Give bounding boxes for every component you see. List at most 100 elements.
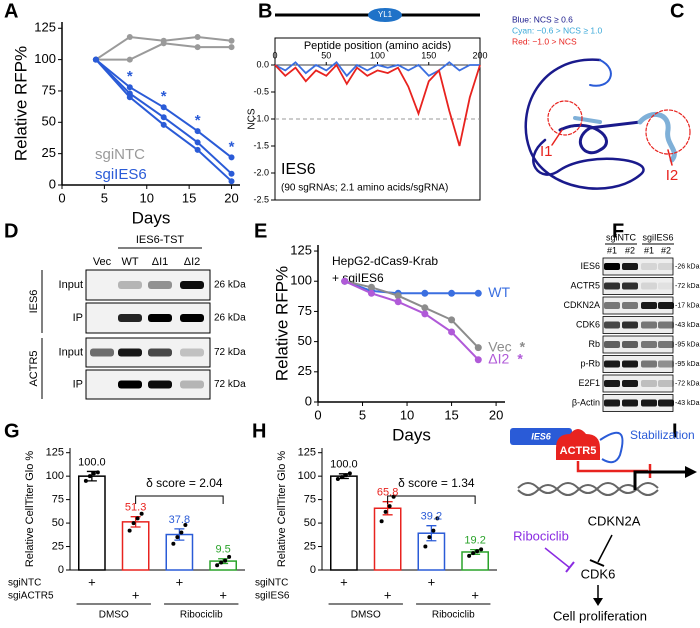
annotation: δ score = 1.34 bbox=[398, 476, 475, 490]
data-point bbox=[394, 292, 402, 300]
y-axis-label: Relative CellTiter Glo % bbox=[276, 451, 288, 568]
size-label: -43 kDa bbox=[675, 400, 700, 407]
construct-label: IES6-TST bbox=[136, 234, 185, 246]
x-tick-label: 5 bbox=[359, 407, 366, 422]
size-label: 26 kDa bbox=[214, 280, 246, 291]
size-label: -26 kDa bbox=[675, 263, 700, 270]
panel-letter: E bbox=[254, 220, 267, 242]
error-bar bbox=[130, 516, 141, 528]
band bbox=[604, 282, 620, 290]
condition-mark: + bbox=[384, 587, 392, 602]
value-label: 100.0 bbox=[78, 456, 106, 468]
band bbox=[180, 314, 204, 322]
panel-letter: F bbox=[612, 220, 624, 242]
replicate-point bbox=[183, 522, 188, 527]
lane-label: #2 bbox=[625, 245, 635, 255]
value-label: 39.2 bbox=[421, 511, 442, 523]
diagram-label: CDK6 bbox=[581, 566, 616, 581]
band bbox=[641, 282, 657, 290]
y-tick-label: 25 bbox=[298, 363, 312, 378]
legend-label: sgiNTC bbox=[95, 146, 145, 163]
band bbox=[90, 348, 114, 357]
lane-label: #2 bbox=[661, 245, 671, 255]
panel-letter: D bbox=[4, 220, 18, 242]
band bbox=[641, 380, 657, 387]
data-point bbox=[92, 56, 99, 63]
condition-mark: + bbox=[176, 574, 184, 589]
value-label: 51.3 bbox=[125, 502, 146, 514]
value-label: 100.0 bbox=[330, 459, 358, 471]
data-point bbox=[421, 310, 429, 318]
comparison-bracket bbox=[387, 495, 476, 504]
condition-mark: + bbox=[471, 587, 479, 602]
replicate-point bbox=[475, 549, 480, 554]
band bbox=[604, 302, 620, 309]
replicate-point bbox=[431, 528, 436, 533]
lane-label: #1 bbox=[607, 245, 617, 255]
band bbox=[622, 263, 638, 270]
data-point bbox=[394, 298, 402, 306]
protein-label: Rb bbox=[588, 339, 600, 349]
y-tick-label: 125 bbox=[290, 242, 312, 257]
replicate-point bbox=[139, 511, 144, 516]
band bbox=[641, 399, 657, 407]
row-label: Input bbox=[59, 346, 83, 358]
significance: * bbox=[517, 350, 523, 366]
series-label: ΔI2 bbox=[488, 350, 509, 366]
error-bar bbox=[426, 525, 437, 542]
replicate-point bbox=[131, 521, 136, 526]
size-label: -43 kDa bbox=[675, 322, 700, 329]
replicate-point bbox=[127, 528, 132, 533]
data-point bbox=[194, 146, 201, 153]
data-point bbox=[421, 289, 429, 297]
data-point bbox=[448, 289, 456, 297]
value-label: 9.5 bbox=[215, 544, 230, 556]
data-line bbox=[344, 280, 480, 349]
y-tick-label: 100 bbox=[290, 273, 312, 288]
replicate-point bbox=[219, 560, 224, 565]
replicate-point bbox=[91, 471, 96, 476]
band bbox=[641, 321, 657, 329]
x-tick-label: 5 bbox=[101, 190, 108, 205]
significance: * bbox=[161, 88, 167, 105]
diagram-label: ACTR5 bbox=[560, 445, 597, 457]
lane-label: ΔI1 bbox=[152, 256, 169, 268]
x-tick-label: 200 bbox=[472, 50, 487, 60]
band bbox=[118, 314, 142, 322]
y-tick-label: 25 bbox=[42, 145, 56, 160]
y-tick-label: -1.0 bbox=[253, 113, 269, 123]
band bbox=[622, 341, 638, 348]
band bbox=[641, 360, 657, 368]
plot-subtitle: + sgiIES6 bbox=[332, 271, 384, 285]
replicate-point bbox=[347, 471, 352, 476]
y-tick-label: 50 bbox=[304, 517, 316, 529]
band bbox=[604, 360, 620, 368]
region-label: I2 bbox=[666, 167, 679, 184]
replicate-point bbox=[383, 509, 388, 514]
group-label: DMSO bbox=[351, 610, 381, 621]
y-tick-label: 25 bbox=[52, 540, 64, 552]
bar bbox=[330, 475, 358, 571]
row-label: Input bbox=[59, 279, 83, 291]
region-label: I1 bbox=[540, 143, 553, 160]
replicate-point bbox=[423, 544, 428, 549]
row-label: sgiIES6 bbox=[255, 591, 290, 602]
y-tick-label: 0 bbox=[310, 564, 316, 576]
protein-structure bbox=[524, 58, 691, 190]
band bbox=[622, 282, 638, 290]
protein-label: IES6 bbox=[580, 261, 600, 271]
structure-legend: Blue: NCS ≥ 0.6 bbox=[512, 14, 573, 24]
panel-letter: A bbox=[4, 0, 18, 22]
condition-mark: + bbox=[88, 574, 96, 589]
y-tick-label: 50 bbox=[52, 517, 64, 529]
size-label: 26 kDa bbox=[214, 313, 246, 324]
size-label: -95 kDa bbox=[675, 341, 700, 348]
y-tick-label: 0 bbox=[49, 176, 56, 191]
panel-letter: I bbox=[672, 420, 678, 442]
condition-mark: + bbox=[219, 587, 227, 602]
data-point bbox=[448, 328, 456, 336]
data-line bbox=[344, 280, 479, 295]
protein-label: CDKN2A bbox=[563, 300, 600, 310]
y-tick-label: 100 bbox=[298, 470, 316, 482]
protein-label: β-Actin bbox=[572, 397, 600, 407]
